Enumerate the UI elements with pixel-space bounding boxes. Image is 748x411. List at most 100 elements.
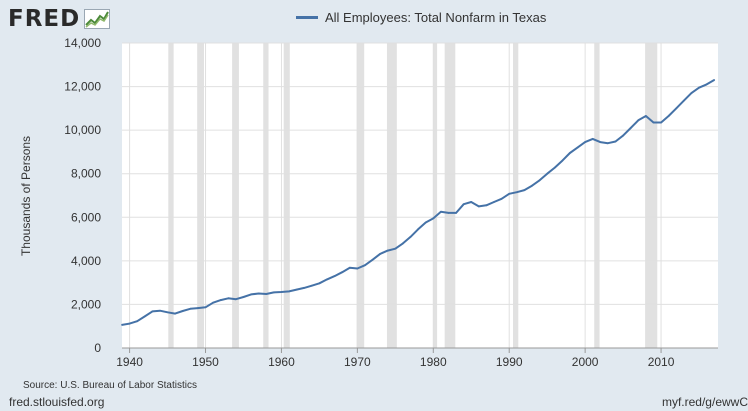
data-point: [272, 291, 275, 294]
x-tick-label: 2010: [648, 355, 675, 369]
data-point: [265, 293, 268, 295]
y-tick-label: 4,000: [71, 254, 101, 268]
chart-legend: All Employees: Total Nonfarm in Texas: [296, 10, 546, 25]
data-point: [136, 320, 139, 323]
recession-band: [645, 43, 658, 348]
data-point: [682, 99, 685, 102]
chart-trend-icon: [84, 9, 111, 29]
recession-band: [263, 43, 269, 348]
data-point: [538, 179, 541, 182]
data-point: [303, 286, 306, 289]
data-point: [713, 79, 716, 81]
data-point: [455, 212, 457, 214]
legend-swatch: [296, 16, 318, 19]
y-tick-label: 8,000: [71, 167, 101, 181]
data-point: [652, 121, 655, 124]
data-point: [462, 203, 465, 206]
data-point: [675, 107, 678, 110]
recession-band: [513, 43, 519, 348]
data-point: [143, 315, 146, 318]
data-point: [424, 221, 427, 224]
data-point: [364, 264, 366, 267]
y-axis-label: Thousands of Persons: [19, 136, 33, 256]
data-point: [121, 324, 123, 326]
data-point: [690, 92, 693, 95]
data-point: [569, 152, 571, 154]
data-point: [288, 290, 290, 293]
x-tick-label: 1980: [420, 355, 447, 369]
data-point: [341, 271, 344, 274]
fred-logo[interactable]: FRED: [8, 6, 111, 32]
data-point: [614, 140, 617, 143]
y-tick-label: 12,000: [64, 80, 101, 94]
data-point: [356, 267, 359, 270]
data-point: [219, 299, 222, 301]
data-point: [470, 201, 473, 203]
plot-area: [122, 43, 718, 348]
data-point: [508, 192, 511, 195]
recession-band: [356, 43, 365, 348]
site-link[interactable]: fred.stlouisfed.org: [9, 395, 105, 409]
x-tick-label: 1960: [268, 355, 295, 369]
data-point: [432, 217, 435, 220]
data-point: [181, 310, 184, 312]
data-point: [637, 119, 640, 122]
data-point: [189, 307, 192, 310]
data-point: [159, 309, 161, 312]
x-tick-label: 1950: [192, 355, 219, 369]
data-point: [386, 249, 389, 252]
data-point: [402, 242, 404, 245]
data-point: [561, 159, 564, 162]
data-point: [379, 252, 382, 255]
data-point: [531, 184, 533, 187]
data-point: [204, 306, 207, 309]
data-point: [493, 201, 495, 203]
data-point: [553, 166, 556, 169]
data-point: [599, 141, 602, 144]
data-point: [212, 301, 215, 304]
data-point: [326, 278, 328, 281]
y-tick-label: 2,000: [71, 297, 101, 311]
data-point: [174, 312, 177, 315]
data-point: [166, 311, 169, 314]
data-point: [660, 121, 662, 124]
source-note: Source: U.S. Bureau of Labor Statistics: [23, 380, 197, 391]
recession-band: [283, 43, 290, 348]
data-point: [128, 322, 131, 325]
x-tick-label: 2000: [572, 355, 599, 369]
data-point: [371, 258, 374, 261]
recession-band: [232, 43, 239, 348]
data-point: [607, 142, 609, 145]
data-point: [250, 293, 252, 296]
x-tick-label: 1940: [116, 355, 143, 369]
recession-band: [433, 43, 438, 348]
x-tick-label: 1970: [344, 355, 371, 369]
data-point: [523, 189, 526, 191]
recession-band: [386, 43, 397, 348]
data-point: [409, 235, 412, 238]
data-point: [576, 146, 579, 149]
short-url-link[interactable]: myf.red/g/ewwC: [661, 395, 748, 409]
data-point: [242, 296, 245, 298]
x-tick-label: 1990: [496, 355, 523, 369]
data-point: [310, 284, 313, 287]
data-point: [644, 115, 647, 117]
data-point: [667, 115, 670, 117]
data-point: [500, 197, 503, 200]
data-point: [698, 86, 700, 89]
data-point: [477, 205, 480, 208]
data-point: [447, 212, 450, 214]
data-point: [546, 172, 549, 175]
data-point: [591, 137, 594, 140]
y-tick-label: 10,000: [64, 123, 101, 137]
recession-band: [594, 43, 600, 348]
data-point: [227, 297, 230, 300]
data-point: [417, 228, 420, 231]
data-point: [257, 292, 260, 295]
brand-name: FRED: [8, 6, 81, 32]
data-point: [515, 191, 518, 194]
data-point: [197, 307, 199, 310]
data-point: [584, 141, 587, 144]
data-point: [439, 210, 442, 213]
